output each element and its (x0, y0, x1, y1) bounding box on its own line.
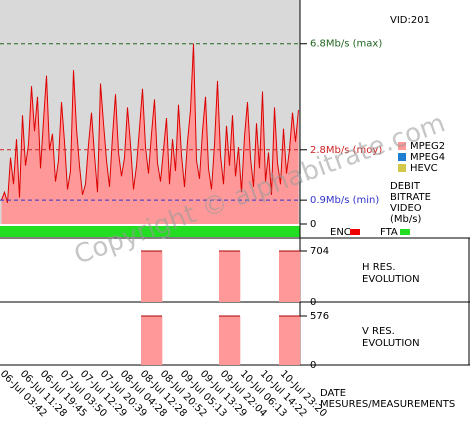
resolution-bar (285, 251, 289, 302)
resolution-bar (159, 316, 163, 365)
resolution-bar (156, 316, 160, 365)
legend-label: HEVC (410, 163, 438, 174)
status-swatch (350, 229, 360, 235)
chart-title: VID:201 (390, 15, 430, 26)
resolution-bar (294, 251, 298, 302)
resolution-bar (150, 251, 154, 302)
resolution-bar (294, 316, 298, 365)
y-axis-label: VIDEO (390, 203, 422, 214)
status-label: ENC (330, 227, 351, 238)
x-axis-label: DATE (320, 388, 346, 399)
resolution-bar (279, 251, 283, 302)
resolution-bar (219, 251, 223, 302)
resolution-bar (288, 251, 292, 302)
resolution-bar (237, 316, 241, 365)
resolution-bar (147, 316, 151, 365)
y-tick-label: 2.8Mb/s (moy) (310, 145, 382, 156)
panel-label: EVOLUTION (362, 338, 420, 349)
resolution-bar (297, 316, 301, 365)
y-tick-label: 6.8Mb/s (max) (310, 39, 382, 50)
y-tick-label: 0 (310, 360, 316, 371)
resolution-bar (153, 251, 157, 302)
resolution-bar (288, 316, 292, 365)
legend-label: MPEG2 (410, 141, 445, 152)
resolution-bar (237, 251, 241, 302)
resolution-bar (222, 316, 226, 365)
legend-swatch (398, 164, 406, 172)
resolution-bar (231, 316, 235, 365)
fta-bar (0, 226, 300, 237)
resolution-bar (153, 316, 157, 365)
legend-swatch (398, 142, 406, 150)
area-line (1, 43, 299, 203)
resolution-bar (279, 316, 283, 365)
y-tick-label: 576 (310, 311, 329, 322)
resolution-bar (234, 316, 238, 365)
resolution-bar (225, 251, 229, 302)
resolution-bar (228, 251, 232, 302)
resolution-bar (285, 316, 289, 365)
resolution-bar (291, 251, 295, 302)
resolution-bar (144, 251, 148, 302)
resolution-bar (291, 316, 295, 365)
resolution-bar (282, 316, 286, 365)
resolution-bar (234, 251, 238, 302)
resolution-bar (297, 251, 301, 302)
resolution-bar (156, 251, 160, 302)
legend-label: MPEG4 (410, 152, 445, 163)
resolution-bar (225, 316, 229, 365)
legend-swatch (398, 153, 406, 161)
resolution-bar (141, 316, 145, 365)
resolution-bar (144, 316, 148, 365)
y-tick-label: 0 (310, 297, 316, 308)
y-tick-label: 0 (310, 219, 316, 230)
panel-label: H RES. (362, 262, 396, 273)
resolution-bar (141, 251, 145, 302)
panel-label: EVOLUTION (362, 274, 420, 285)
y-tick-label: 704 (310, 246, 329, 257)
resolution-bar (282, 251, 286, 302)
x-axis-label: MESURES/MEASUREMENTS (320, 399, 455, 410)
resolution-bar (147, 251, 151, 302)
resolution-bar (159, 251, 163, 302)
status-label: FTA (380, 227, 398, 238)
resolution-bar (219, 316, 223, 365)
panel-label: V RES. (362, 326, 395, 337)
resolution-bar (222, 251, 226, 302)
status-swatch (400, 229, 410, 235)
resolution-bar (150, 316, 154, 365)
resolution-bar (228, 316, 232, 365)
y-axis-label: DEBIT (390, 181, 421, 192)
y-axis-label: (Mb/s) (390, 214, 421, 225)
y-tick-label: 0.9Mb/s (min) (310, 195, 379, 206)
y-axis-label: BITRATE (390, 192, 431, 203)
resolution-bar (231, 251, 235, 302)
